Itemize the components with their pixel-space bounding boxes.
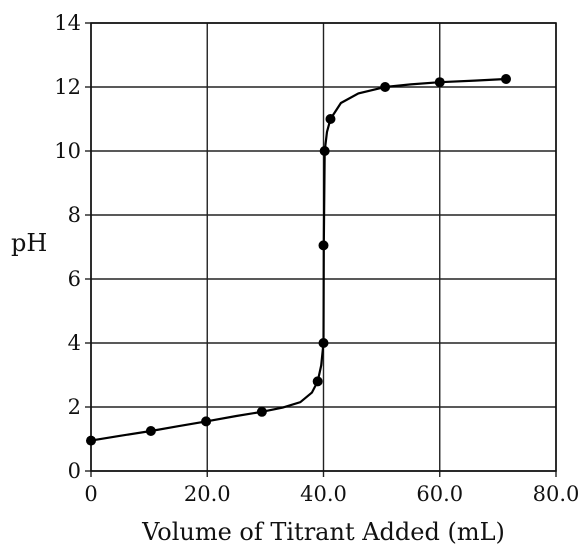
- data-points: [86, 74, 512, 446]
- data-point: [312, 376, 323, 387]
- x-tick-label: 80.0: [533, 482, 580, 506]
- data-point: [201, 416, 212, 427]
- data-point: [434, 77, 445, 88]
- data-point: [318, 338, 329, 348]
- y-tick-label: 2: [68, 395, 81, 419]
- x-tick-label: 40.0: [300, 482, 347, 506]
- x-axis-title: Volume of Titrant Added (mL): [141, 518, 505, 546]
- plot-frame: [90, 22, 557, 472]
- data-point: [318, 240, 329, 251]
- x-tick-labels: 0 20.0 40.0 60.0 80.0: [84, 482, 579, 506]
- data-point: [325, 114, 336, 124]
- y-tick-label: 10: [54, 139, 81, 163]
- data-point: [380, 82, 391, 92]
- y-tick-label: 12: [54, 75, 81, 99]
- titration-curve-line: [90, 77, 507, 442]
- y-tick-label: 8: [68, 203, 81, 227]
- data-point: [319, 146, 330, 156]
- x-tick-label: 0: [84, 482, 97, 506]
- grid-lines: [85, 22, 557, 477]
- x-tick-label: 20.0: [184, 482, 231, 506]
- y-tick-label: 6: [68, 267, 81, 291]
- y-tick-label: 4: [68, 331, 81, 355]
- data-point: [145, 426, 156, 436]
- y-tick-labels: 0 2 4 6 8 10 12 14: [54, 11, 81, 483]
- data-point: [256, 406, 267, 417]
- x-tick-label: 60.0: [416, 482, 463, 506]
- data-point: [501, 74, 512, 84]
- y-tick-label: 14: [54, 11, 81, 35]
- y-tick-label: 0: [68, 459, 81, 483]
- data-point: [86, 435, 96, 446]
- y-axis-title: pH: [11, 229, 47, 257]
